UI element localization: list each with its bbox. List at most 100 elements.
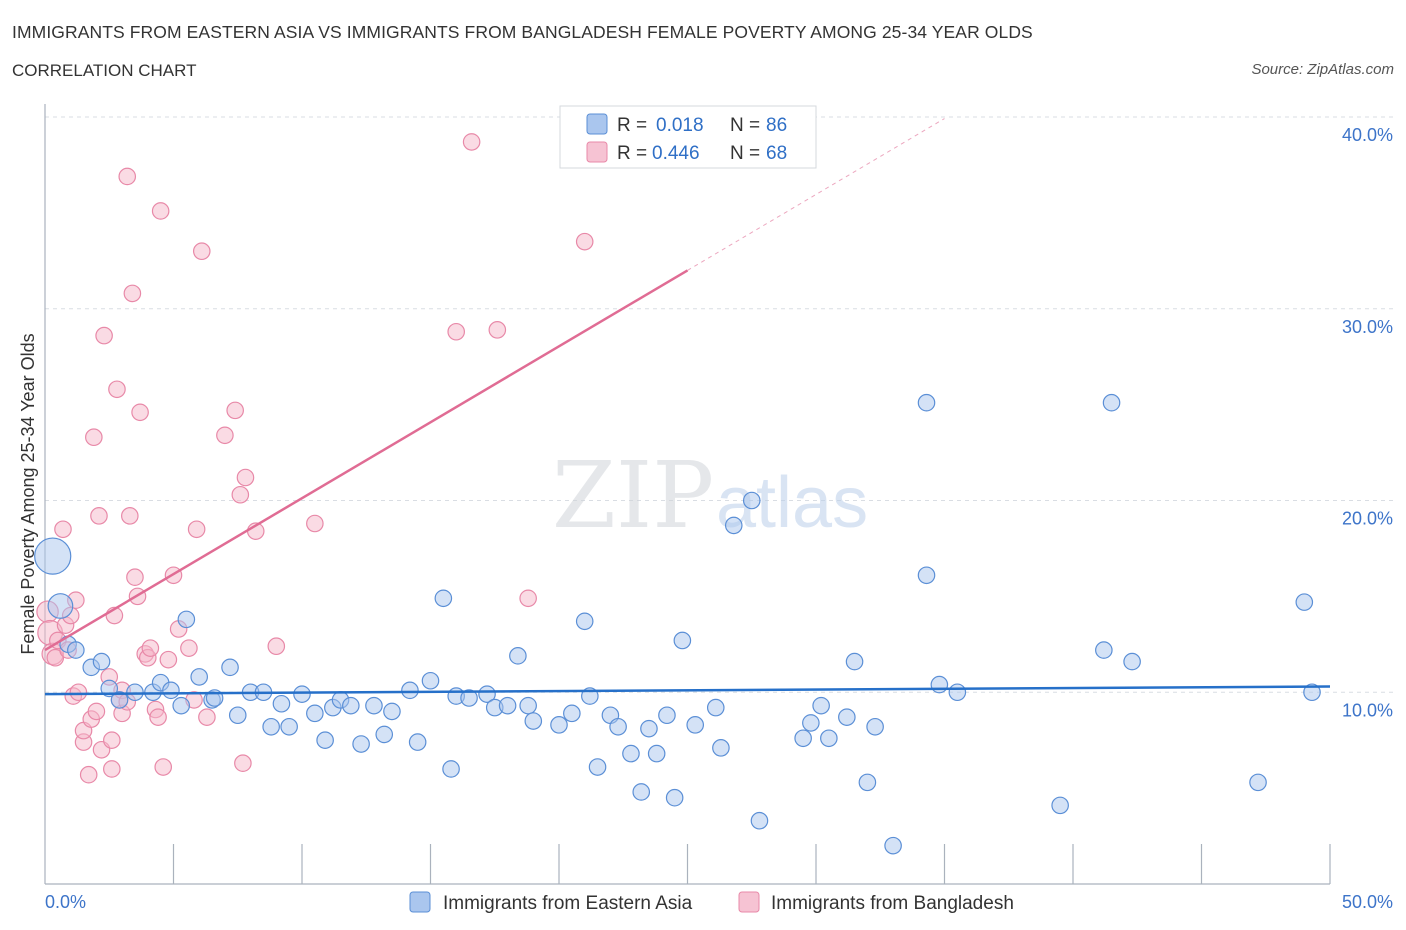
y-tick-label: 30.0% [1342, 317, 1393, 337]
grid-lines [45, 116, 1393, 693]
eastern-asia-point [316, 731, 334, 749]
eastern-asia-point [609, 717, 627, 736]
eastern-asia-point [550, 716, 568, 734]
bangladesh-point [141, 639, 160, 657]
bangladesh-point [46, 648, 65, 667]
watermark-zip: ZIP [552, 442, 714, 549]
legend-n-value-blue: 86 [766, 115, 787, 136]
eastern-asia-point [478, 685, 496, 703]
bangladesh-point [462, 133, 481, 151]
eastern-asia-point [794, 729, 812, 748]
legend-r-label-blue: R = [617, 115, 647, 136]
bangladesh-point [151, 202, 170, 220]
bangladesh-point [90, 507, 108, 525]
bangladesh-point [118, 167, 137, 186]
bangladesh-point [236, 468, 255, 487]
bangladesh-point [126, 568, 144, 586]
bangladesh-point [180, 639, 198, 657]
eastern-asia-point [498, 696, 517, 715]
eastern-asia-point [460, 689, 478, 707]
legend-n-value-pink: 68 [766, 143, 787, 164]
chart-title: IMMIGRANTS FROM EASTERN ASIA VS IMMIGRAN… [12, 22, 1033, 42]
eastern-asia-point [280, 717, 298, 736]
eastern-asia-point [383, 702, 401, 721]
chart-subtitle: CORRELATION CHART [12, 61, 197, 80]
eastern-asia-point [1295, 593, 1314, 611]
eastern-asia-point [375, 725, 394, 744]
eastern-asia-point [1123, 652, 1141, 671]
eastern-asia-point [712, 739, 730, 757]
eastern-asia-point [647, 744, 666, 763]
series-bangladesh-points [36, 133, 594, 784]
eastern-asia-point [640, 719, 658, 738]
eastern-asia-point [365, 696, 383, 715]
trendline-bangladesh [44, 269, 689, 652]
x-tick-label-max: 50.0% [1342, 892, 1393, 912]
y-tick-label: 10.0% [1342, 700, 1393, 720]
bangladesh-point [85, 428, 103, 447]
eastern-asia-point [34, 537, 72, 575]
eastern-asia-point [930, 675, 949, 694]
bangladesh-point [108, 380, 126, 399]
bottom-legend-label-pink: Immigrants from Bangladesh [771, 893, 1014, 914]
legend-swatch-blue [586, 113, 608, 135]
eastern-asia-point [706, 698, 725, 717]
eastern-asia-point [221, 658, 239, 677]
bangladesh-point [519, 589, 537, 608]
eastern-asia-point [1095, 641, 1113, 659]
bangladesh-point [103, 760, 121, 778]
bangladesh-point [575, 232, 594, 251]
watermark: ZIP atlas [552, 442, 868, 549]
eastern-asia-point [519, 696, 537, 715]
bangladesh-point [198, 708, 216, 726]
trendline-bangladesh-extension [687, 118, 945, 271]
eastern-asia-point [110, 691, 129, 709]
series-legend: Immigrants from Eastern Asia Immigrants … [409, 891, 1014, 914]
eastern-asia-point [884, 836, 902, 855]
x-axis-ticks [172, 844, 1331, 884]
bangladesh-point [69, 683, 88, 702]
bangladesh-point [154, 758, 173, 776]
bangladesh-point [226, 401, 244, 420]
bangladesh-point [103, 731, 121, 749]
eastern-asia-point [665, 788, 684, 807]
eastern-asia-point [812, 696, 830, 715]
bangladesh-point [267, 637, 286, 656]
eastern-asia-point [262, 717, 280, 736]
eastern-asia-point [658, 706, 676, 725]
eastern-asia-point [802, 714, 820, 732]
trendline-eastern-asia [44, 685, 1331, 696]
eastern-asia-point [190, 668, 208, 686]
legend-r-value-pink: 0.446 [652, 143, 700, 164]
series-eastern-asia-points [34, 393, 1321, 855]
eastern-asia-point [838, 708, 856, 726]
y-axis-label: Female Poverty Among 25-34 Year Olds [18, 333, 38, 654]
bangladesh-point [95, 326, 113, 345]
eastern-asia-point [622, 744, 640, 763]
eastern-asia-point [588, 758, 607, 776]
eastern-asia-point [306, 704, 324, 723]
bangladesh-point [447, 322, 465, 341]
bangladesh-point [488, 321, 507, 339]
eastern-asia-point [509, 647, 527, 665]
eastern-asia-point [1303, 683, 1321, 702]
bangladesh-point [54, 520, 72, 539]
bottom-legend-swatch-blue [409, 891, 431, 913]
bangladesh-point [306, 514, 324, 533]
eastern-asia-point [742, 491, 761, 510]
eastern-asia-point [342, 696, 360, 715]
bangladesh-point [159, 650, 178, 669]
bangladesh-point [121, 507, 139, 525]
eastern-asia-point [1051, 796, 1069, 815]
eastern-asia-point [177, 610, 196, 629]
eastern-asia-point [750, 811, 769, 830]
legend-r-label-pink: R = [617, 143, 647, 164]
eastern-asia-point [172, 696, 191, 715]
legend-n-label-pink: N = [730, 143, 760, 164]
eastern-asia-point [272, 694, 291, 713]
x-tick-label-min: 0.0% [45, 892, 86, 912]
bangladesh-point [79, 765, 98, 784]
eastern-asia-point [162, 681, 180, 700]
eastern-asia-point [92, 652, 111, 671]
